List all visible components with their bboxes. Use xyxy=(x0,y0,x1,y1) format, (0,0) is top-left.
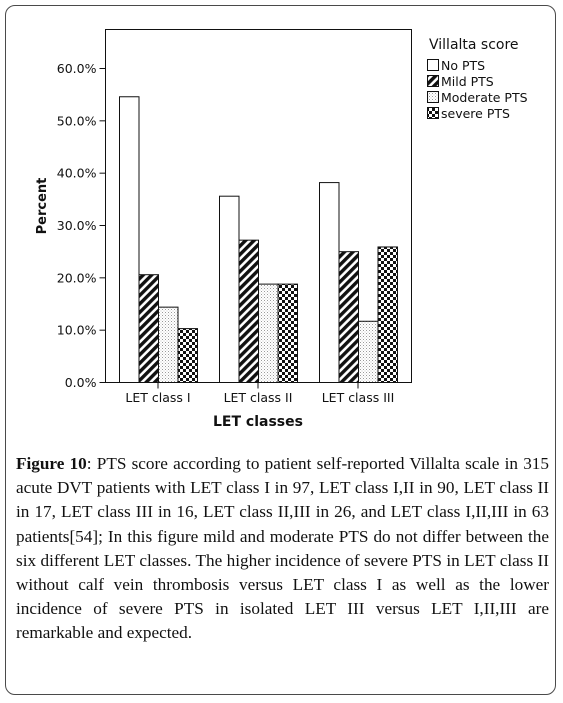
bar-no-pts xyxy=(219,195,240,383)
y-tick-label: 50.0% xyxy=(57,113,97,128)
legend-title: Villalta score xyxy=(429,37,519,53)
y-tick-label: 10.0% xyxy=(57,323,97,338)
legend-swatch xyxy=(427,107,439,119)
legend-label: Mild PTS xyxy=(441,74,494,89)
y-tick-label: 20.0% xyxy=(57,270,97,285)
caption-text: : PTS score according to patient self-re… xyxy=(16,454,549,643)
x-tick-label: LET class I xyxy=(125,390,190,405)
bar-severe-pts xyxy=(177,328,198,384)
bar-no-pts xyxy=(119,96,140,383)
x-tick-label: LET class III xyxy=(322,390,395,405)
legend-label: Moderate PTS xyxy=(441,90,528,105)
y-axis-label: Percent xyxy=(35,178,50,235)
caption-label: Figure 10 xyxy=(16,454,87,473)
bar-mild-pts xyxy=(238,239,259,383)
bar-severe-pts xyxy=(377,246,398,383)
y-tick-label: 30.0% xyxy=(57,218,97,233)
bar-mild-pts xyxy=(338,251,359,383)
x-axis-label: LET classes xyxy=(213,414,303,430)
bar-no-pts xyxy=(319,182,340,383)
legend-label: No PTS xyxy=(441,58,485,73)
bar-moderate-pts xyxy=(158,306,179,384)
bars xyxy=(119,96,398,384)
bar-moderate-pts xyxy=(258,283,279,384)
y-tick-label: 60.0% xyxy=(57,61,97,76)
y-tick-label: 0.0% xyxy=(65,375,97,390)
legend-swatch xyxy=(427,75,439,87)
y-axis: 0.0% 10.0% 20.0% 30.0% 40.0% 50.0% 60.0% xyxy=(57,61,106,390)
legend-swatch xyxy=(427,91,439,103)
bar-moderate-pts xyxy=(358,320,379,383)
bar-mild-pts xyxy=(138,274,159,383)
bar-chart: 0.0% 10.0% 20.0% 30.0% 40.0% 50.0% 60.0% LET c… xyxy=(35,29,528,430)
y-tick-label: 40.0% xyxy=(57,166,97,181)
x-tick-label: LET class II xyxy=(224,390,293,405)
bar-severe-pts xyxy=(277,283,298,384)
legend-label: severe PTS xyxy=(441,106,510,121)
figure-caption: Figure 10: PTS score according to patien… xyxy=(16,452,549,646)
legend-swatch xyxy=(427,59,439,71)
x-axis: LET class I LET class II LET class III xyxy=(125,382,395,405)
